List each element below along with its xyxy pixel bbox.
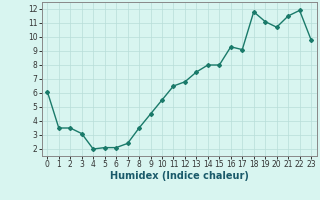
X-axis label: Humidex (Indice chaleur): Humidex (Indice chaleur)	[110, 171, 249, 181]
